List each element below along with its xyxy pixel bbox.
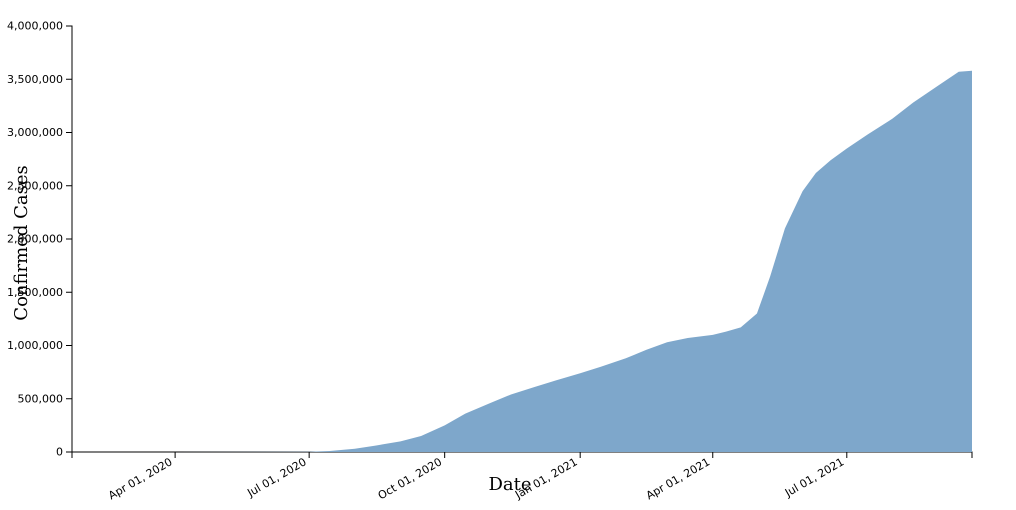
y-tick-label: 3,500,000 <box>7 73 63 86</box>
y-axis: 0 500,000 1,000,000 1,500,000 2,000,000 2,500… <box>7 20 73 459</box>
y-tick-label: 1,500,000 <box>7 286 63 299</box>
y-axis-title: Confirmed Cases <box>11 165 32 320</box>
x-tick-label: Jul 01, 2021 <box>782 455 846 500</box>
y-tick-label: 0 <box>56 446 63 459</box>
y-tick-label: 2,500,000 <box>7 179 63 192</box>
y-tick-label: 4,000,000 <box>7 20 63 33</box>
confirmed-cases-area <box>72 70 972 452</box>
y-tick-label: 3,000,000 <box>7 126 63 139</box>
y-tick-label: 2,000,000 <box>7 233 63 246</box>
x-tick-label: Jul 01, 2020 <box>244 455 308 500</box>
x-tick-label: Apr 01, 2020 <box>106 455 174 502</box>
y-tick-label: 500,000 <box>18 392 64 405</box>
y-tick-label: 1,000,000 <box>7 339 63 352</box>
x-axis-title: Date <box>488 474 531 495</box>
x-tick-label: Oct 01, 2020 <box>376 455 444 502</box>
x-tick-label: Apr 01, 2021 <box>644 455 712 502</box>
